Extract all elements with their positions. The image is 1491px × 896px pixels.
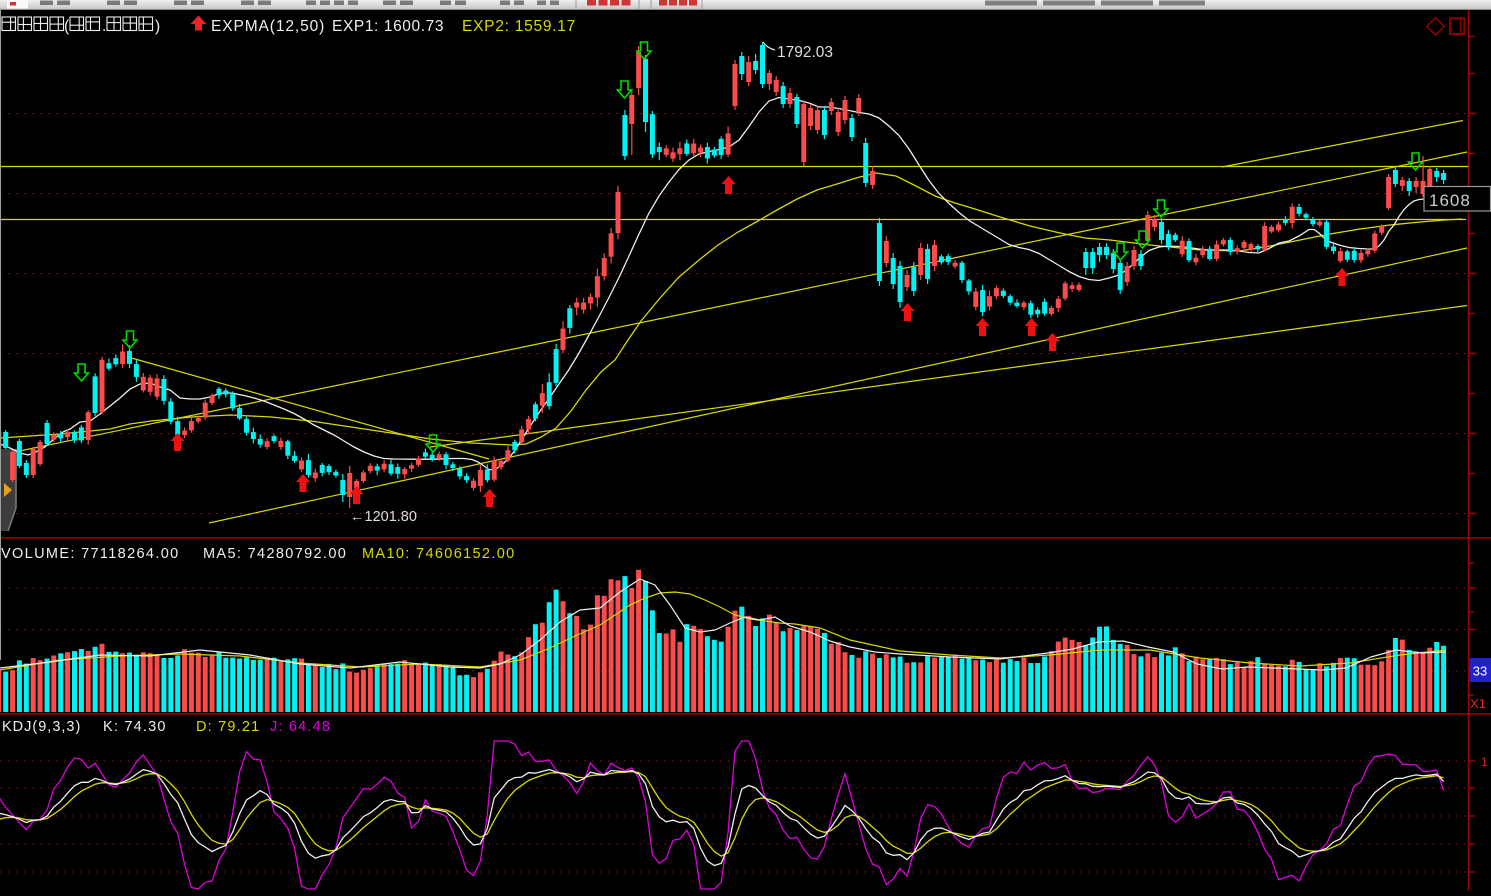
svg-text:X1: X1 — [1470, 696, 1486, 711]
svg-text:EXP2: 1559.17: EXP2: 1559.17 — [462, 18, 576, 35]
svg-text:.: . — [102, 18, 106, 35]
svg-text:EXPMA(12,50): EXPMA(12,50) — [211, 18, 325, 35]
svg-text:1792.03: 1792.03 — [777, 44, 833, 61]
svg-text:(: ( — [64, 18, 70, 35]
svg-text:MA10: 74606152.00: MA10: 74606152.00 — [362, 546, 516, 562]
svg-text:K: 74.30: K: 74.30 — [103, 719, 167, 735]
svg-text:1608: 1608 — [1429, 191, 1471, 210]
svg-text:D: 79.21: D: 79.21 — [196, 719, 260, 735]
svg-text:): ) — [155, 18, 160, 35]
svg-text:KDJ(9,3,3): KDJ(9,3,3) — [2, 719, 81, 735]
svg-text:VOLUME: 77118264.00: VOLUME: 77118264.00 — [1, 546, 180, 562]
svg-text:33: 33 — [1473, 664, 1487, 679]
svg-text:1: 1 — [1481, 755, 1488, 769]
svg-text:J: 64.48: J: 64.48 — [270, 719, 331, 735]
svg-text:MA5: 74280792.00: MA5: 74280792.00 — [203, 546, 347, 562]
svg-text:←1201.80: ←1201.80 — [350, 509, 417, 525]
svg-text:EXP1: 1600.73: EXP1: 1600.73 — [332, 18, 444, 35]
